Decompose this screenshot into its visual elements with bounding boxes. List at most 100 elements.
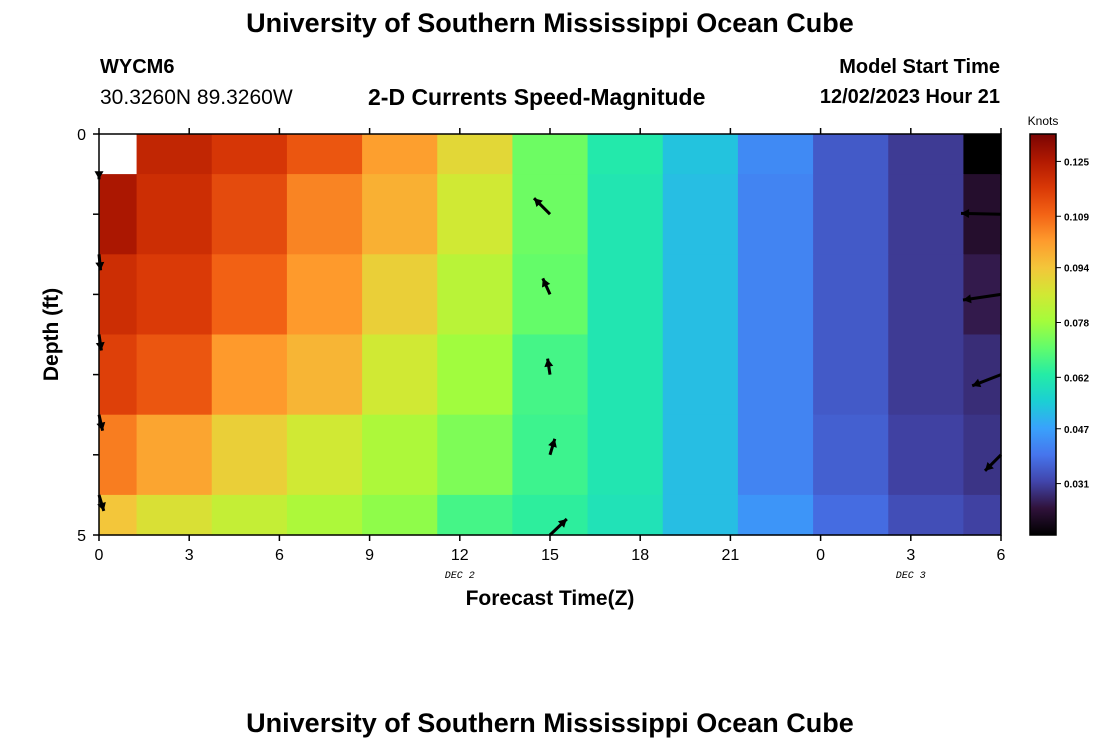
heatmap-cell	[286, 494, 363, 536]
x-tick-label: 12	[451, 547, 469, 564]
current-vector-head	[534, 198, 543, 208]
heatmap-cell	[99, 494, 138, 536]
heatmap-cell	[737, 174, 814, 255]
current-vector-head	[985, 461, 994, 471]
heatmap-cell	[362, 174, 438, 255]
heatmap-cell	[136, 134, 213, 175]
current-vector-arrow	[541, 277, 552, 296]
heatmap-cell	[662, 334, 739, 416]
heatmap-cell	[437, 134, 514, 175]
current-vector-head	[963, 294, 972, 304]
heatmap-cell	[662, 174, 739, 255]
y-tick-label: 5	[77, 528, 86, 545]
heatmap-cell	[662, 414, 739, 496]
heatmap-cell	[211, 174, 288, 255]
x-tick-label: 0	[816, 547, 825, 564]
colorbar-title: Knots	[1028, 114, 1059, 128]
heatmap-cell	[136, 254, 213, 336]
current-vector-head	[95, 341, 105, 351]
heatmap-cell	[437, 174, 514, 255]
x-tick-label: 21	[722, 547, 740, 564]
chart-subtitle: 2-D Currents Speed-Magnitude	[368, 84, 706, 110]
heatmap-cell	[136, 334, 213, 416]
heatmap-cell	[813, 494, 889, 536]
heatmap-cell	[512, 494, 589, 536]
colorbar-tick-label: 0.094	[1064, 264, 1089, 275]
heatmap-cell	[888, 414, 965, 496]
heatmap-cell	[662, 134, 739, 175]
heatmap-cell	[286, 414, 363, 496]
colorbar-tick-label: 0.062	[1064, 373, 1089, 384]
current-vector-head	[557, 519, 567, 528]
heatmap-cell	[286, 134, 363, 175]
heatmap-cell	[362, 134, 438, 175]
heatmap-cell	[737, 134, 814, 175]
heatmap-cell	[963, 494, 1002, 536]
x-tick-label: 6	[275, 547, 284, 564]
current-vector-head	[961, 209, 970, 219]
heatmap-cell	[211, 334, 288, 416]
current-vector-arrow	[962, 292, 1002, 304]
heatmap-cell	[362, 254, 438, 336]
heatmap-cell	[437, 414, 514, 496]
current-vector-arrow	[532, 197, 552, 216]
current-vector-head	[95, 261, 105, 271]
x-tick-label: 6	[997, 547, 1006, 564]
heatmap-cell	[362, 334, 438, 416]
heatmap-cell	[587, 174, 664, 255]
heatmap-cell	[99, 134, 138, 175]
current-vector-arrow	[960, 209, 1002, 219]
colorbar-tick-label: 0.125	[1064, 157, 1089, 168]
heatmap-cell	[211, 494, 288, 536]
heatmap-cell	[362, 494, 438, 536]
heatmap-cell	[737, 334, 814, 416]
heatmap-cell	[99, 254, 138, 336]
heatmap-cell	[737, 494, 814, 536]
heatmap-cell	[587, 334, 664, 416]
heatmap-cell	[512, 254, 589, 336]
y-tick-label: 0	[77, 127, 86, 144]
heatmap-cell	[662, 254, 739, 336]
heatmap-cell	[512, 334, 589, 416]
heatmap-cell	[888, 174, 965, 255]
heatmap-cell	[737, 254, 814, 336]
current-vector-head	[972, 378, 982, 388]
heatmap-cell	[362, 414, 438, 496]
heatmap-cell	[888, 134, 965, 175]
x-tick-label: 18	[631, 547, 649, 564]
current-vector-arrow	[983, 453, 1003, 472]
heatmap-cell	[437, 334, 514, 416]
x-axis-title: Forecast Time(Z)	[466, 587, 635, 610]
y-axis-title: Depth (ft)	[40, 288, 63, 381]
x-tick-label: 0	[95, 547, 104, 564]
heatmap-cell	[813, 414, 889, 496]
date-label: DEC 2	[445, 571, 475, 582]
current-vector-arrow	[548, 517, 568, 537]
heatmap-cell	[963, 414, 1002, 496]
current-vector-head	[541, 278, 551, 288]
heatmap-cell	[813, 334, 889, 416]
x-tick-label: 3	[906, 547, 915, 564]
heatmap-cell	[99, 414, 138, 496]
heatmap-cell	[813, 254, 889, 336]
heatmap-cell	[136, 414, 213, 496]
model-start-label: Model Start Time	[839, 56, 1000, 78]
heatmap-cell	[99, 174, 138, 255]
heatmap-cell	[136, 174, 213, 255]
main-title: University of Southern Mississippi Ocean…	[246, 8, 854, 38]
heatmap-cell	[512, 414, 589, 496]
heatmap-cell	[286, 254, 363, 336]
x-tick-label: 9	[365, 547, 374, 564]
date-label: DEC 3	[896, 571, 926, 582]
x-tick-label: 3	[185, 547, 194, 564]
footer-title: University of Southern Mississippi Ocean…	[246, 708, 854, 738]
heatmap-cell	[437, 494, 514, 536]
heatmap-cell	[211, 414, 288, 496]
current-vector-arrow	[548, 438, 557, 456]
heatmap-cell	[211, 254, 288, 336]
colorbar-tick-label: 0.031	[1064, 480, 1089, 491]
heatmap-cell	[587, 254, 664, 336]
heatmap-cell	[99, 334, 138, 416]
heatmap-cell	[587, 134, 664, 175]
heatmap-cell	[512, 174, 589, 255]
